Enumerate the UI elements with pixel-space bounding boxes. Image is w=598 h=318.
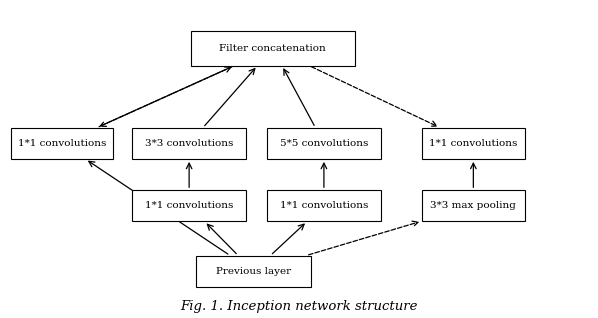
FancyBboxPatch shape (132, 190, 246, 221)
Text: Fig. 1. Inception network structure: Fig. 1. Inception network structure (180, 300, 418, 313)
Text: 3*3 convolutions: 3*3 convolutions (145, 139, 233, 148)
FancyBboxPatch shape (267, 128, 381, 159)
FancyBboxPatch shape (191, 31, 355, 66)
FancyBboxPatch shape (196, 256, 311, 287)
FancyBboxPatch shape (422, 128, 524, 159)
FancyBboxPatch shape (422, 190, 524, 221)
FancyBboxPatch shape (11, 128, 113, 159)
Text: Previous layer: Previous layer (216, 267, 291, 276)
Text: 3*3 max pooling: 3*3 max pooling (431, 201, 516, 210)
Text: 1*1 convolutions: 1*1 convolutions (18, 139, 106, 148)
Text: 5*5 convolutions: 5*5 convolutions (280, 139, 368, 148)
FancyBboxPatch shape (267, 190, 381, 221)
FancyBboxPatch shape (132, 128, 246, 159)
Text: 1*1 convolutions: 1*1 convolutions (429, 139, 517, 148)
Text: 1*1 convolutions: 1*1 convolutions (280, 201, 368, 210)
Text: 1*1 convolutions: 1*1 convolutions (145, 201, 233, 210)
Text: Filter concatenation: Filter concatenation (219, 44, 326, 53)
